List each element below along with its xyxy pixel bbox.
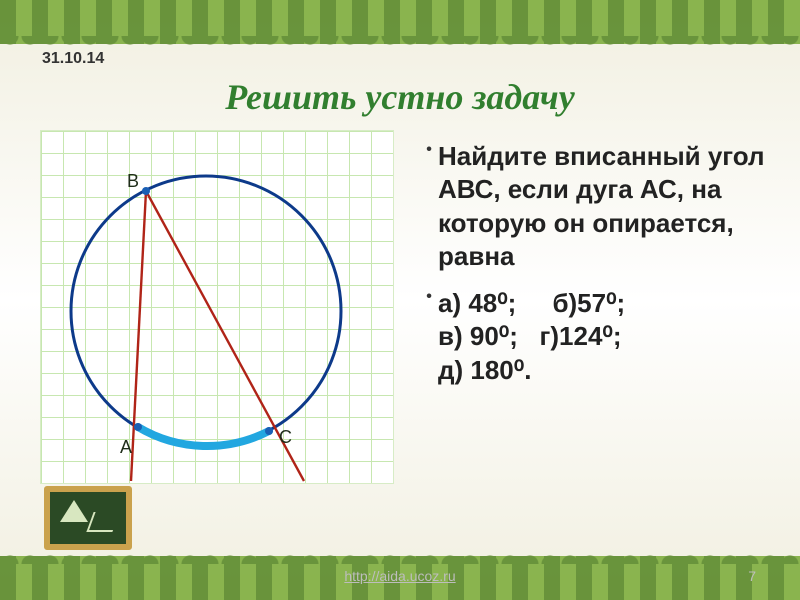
slide: 31.10.14 Решить устно задачу A B C • Най… — [0, 0, 800, 600]
chalkboard-icon — [44, 486, 132, 550]
point-a — [134, 423, 142, 431]
label-c: C — [279, 427, 292, 448]
opt-d: г)124⁰; — [540, 321, 622, 351]
opt-a: а) 48⁰; — [438, 288, 516, 318]
opt-b: б)57⁰; — [552, 288, 625, 318]
top-border-swirl — [0, 0, 800, 44]
label-a: A — [120, 437, 132, 458]
point-c — [265, 427, 273, 435]
opt-c: в) 90⁰; — [438, 321, 518, 351]
bullet-options: • а) 48⁰; б)57⁰; в) 90⁰; г)124⁰; д) 180⁰… — [420, 287, 770, 387]
point-b — [142, 187, 150, 195]
page-number: 7 — [748, 568, 756, 584]
slide-date: 31.10.14 — [42, 50, 104, 68]
footer-link: http://aida.ucoz.ru — [0, 568, 800, 584]
bullet-dot-icon: • — [420, 287, 438, 387]
bullet-stem: • Найдите вписанный угол АВС, если дуга … — [420, 140, 770, 273]
opt-e: д) 180⁰. — [438, 355, 531, 385]
bullet-dot-icon: • — [420, 140, 438, 273]
problem-text: • Найдите вписанный угол АВС, если дуга … — [420, 140, 770, 401]
circle — [71, 176, 341, 446]
chord-ba — [131, 191, 146, 481]
stem-text: Найдите вписанный угол АВС, если дуга АС… — [438, 140, 770, 273]
arc-ac — [138, 427, 269, 446]
figure-grid: A B C — [40, 130, 394, 484]
label-b: B — [127, 171, 139, 192]
circle-diagram — [41, 131, 393, 483]
slide-title: Решить устно задачу — [0, 76, 800, 118]
